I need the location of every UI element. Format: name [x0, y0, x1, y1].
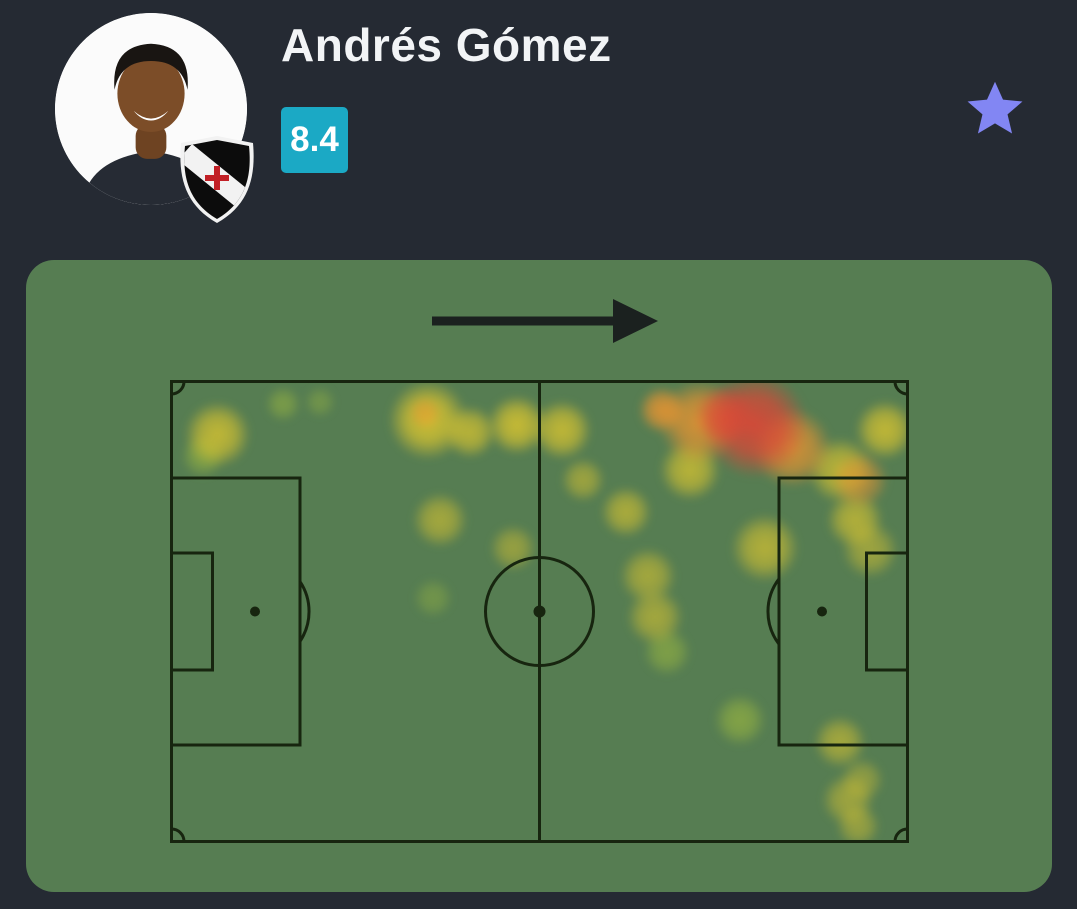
left-penalty-area: [170, 476, 302, 747]
player-name: Andrés Gómez: [281, 19, 612, 71]
left-penalty-arc: [298, 580, 311, 643]
right-penalty-area: [777, 476, 909, 747]
corner-arc-bottom-left: [171, 827, 186, 842]
centre-circle: [484, 556, 595, 667]
corner-arc-top-left: [171, 381, 186, 396]
corner-arc-bottom-right: [893, 827, 908, 842]
club-badge-icon: [180, 136, 254, 223]
attack-direction-arrow-icon: [432, 299, 658, 343]
player-header: Andrés Gómez 8.4: [0, 0, 1077, 260]
pitch-lines: [170, 380, 909, 843]
heatmap-panel: [26, 260, 1052, 892]
rating-badge: 8.4: [281, 107, 348, 173]
pitch: [170, 380, 909, 843]
corner-arc-top-right: [893, 381, 908, 396]
right-six-yard-box: [865, 551, 909, 672]
right-penalty-arc: [766, 577, 781, 646]
right-penalty-spot: [817, 606, 827, 617]
left-penalty-spot: [250, 606, 260, 617]
centre-spot: [533, 605, 546, 618]
favorite-star-icon[interactable]: [962, 77, 1028, 141]
left-six-yard-box: [170, 551, 214, 672]
